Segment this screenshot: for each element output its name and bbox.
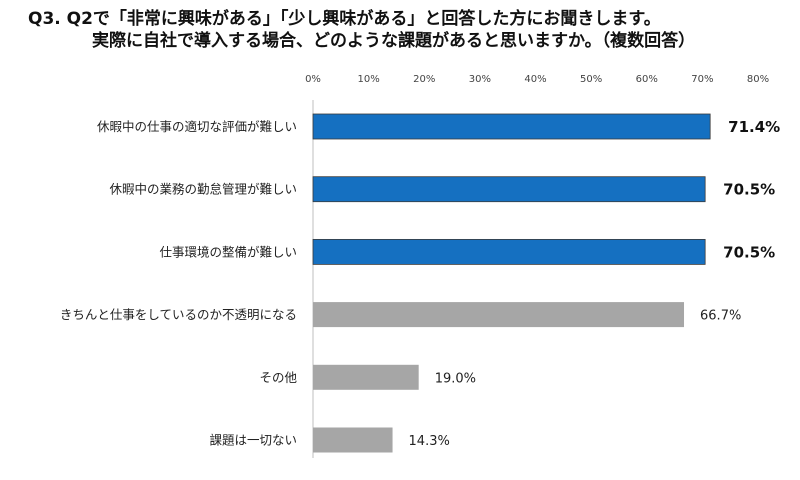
category-label: 休暇中の仕事の適切な評価が難しい <box>97 119 297 134</box>
bar <box>313 427 393 453</box>
title-line-1: Q3. Q2で「非常に興味がある」「少し興味がある」と回答した方にお聞きします。 <box>28 9 661 29</box>
x-tick-label: 20% <box>413 74 435 85</box>
category-label: 休暇中の業務の勤怠管理が難しい <box>109 182 297 197</box>
category-label: きちんと仕事をしているのか不透明になる <box>60 307 297 322</box>
x-tick-label: 80% <box>747 74 769 85</box>
x-tick-label: 10% <box>358 74 380 85</box>
data-label: 19.0% <box>435 371 476 386</box>
data-label: 14.3% <box>409 434 450 449</box>
bar <box>312 238 706 265</box>
data-label: 66.7% <box>700 309 741 324</box>
category-label: その他 <box>259 370 297 385</box>
x-tick-label: 0% <box>305 74 321 85</box>
data-label: 70.5% <box>723 181 775 199</box>
bar <box>313 302 685 328</box>
x-tick-label: 40% <box>524 74 546 85</box>
x-tick-label: 60% <box>636 74 658 85</box>
x-tick-label: 70% <box>691 74 713 85</box>
data-label: 70.5% <box>723 243 775 261</box>
category-label: 仕事環境の整備が難しい <box>159 244 297 259</box>
x-tick-label: 50% <box>580 74 602 85</box>
x-tick-label: 30% <box>469 74 491 85</box>
chart-title: Q3. Q2で「非常に興味がある」「少し興味がある」と回答した方にお聞きします。… <box>10 8 790 52</box>
title-line-2: 実際に自社で導入する場合、どのような課題があると思いますか。（複数回答） <box>92 31 696 51</box>
bar <box>313 364 419 390</box>
data-label: 71.4% <box>728 118 780 136</box>
bar <box>312 176 706 203</box>
bar <box>312 113 711 140</box>
category-label: 課題は一切ない <box>209 433 297 448</box>
